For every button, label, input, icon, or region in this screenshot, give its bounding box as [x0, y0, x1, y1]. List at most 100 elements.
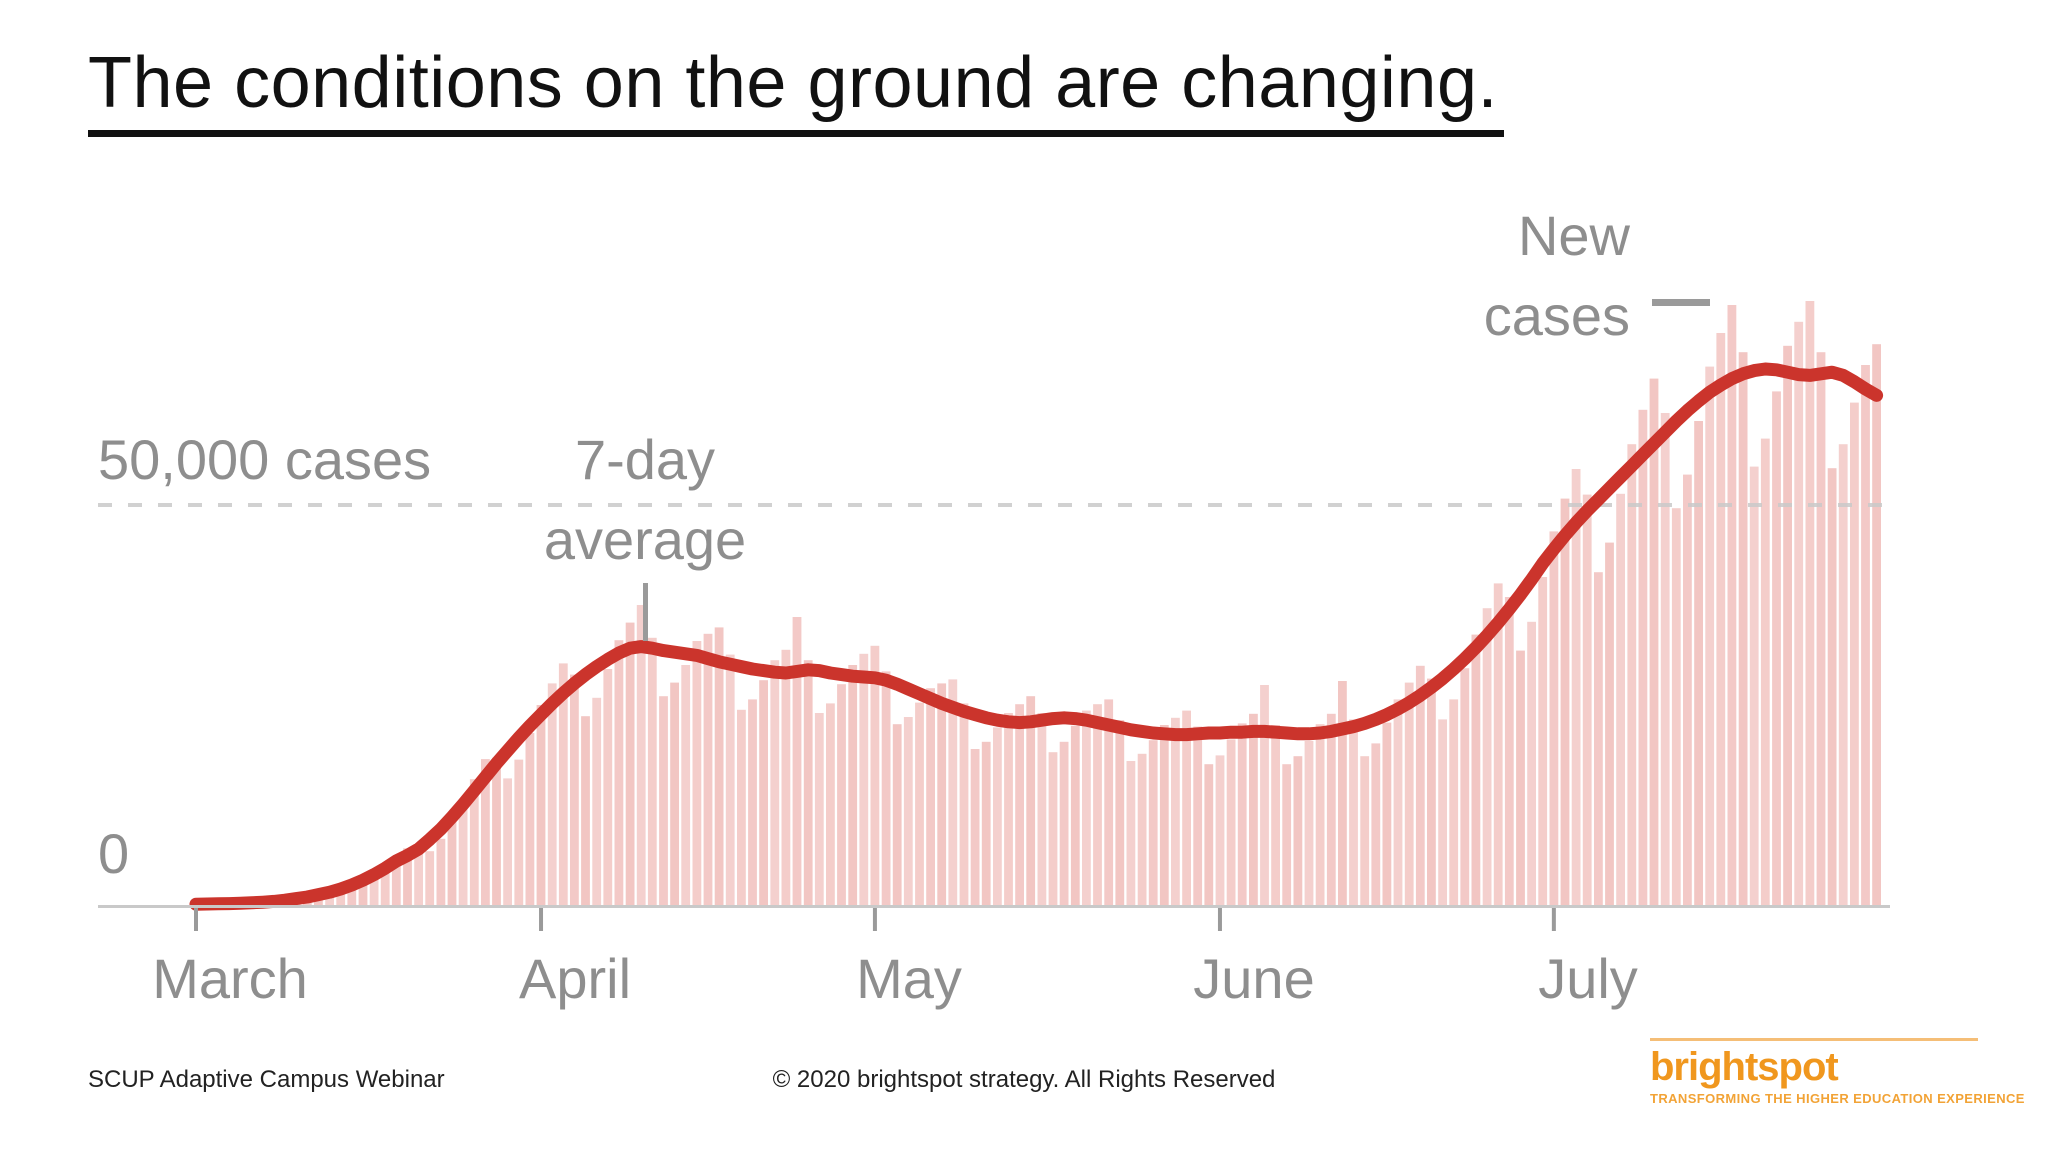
bar: [1048, 752, 1058, 905]
bar: [959, 703, 969, 905]
bar: [792, 617, 802, 905]
bar: [1627, 444, 1637, 905]
bar: [1816, 352, 1826, 905]
seven-day-average-label: 7-day average: [543, 428, 747, 571]
bar: [881, 671, 891, 905]
bar: [481, 759, 490, 905]
bar: [403, 848, 412, 905]
bar: [981, 741, 991, 905]
bar: [1215, 755, 1225, 905]
bar: [1872, 344, 1881, 905]
month-label: July: [1538, 947, 1638, 1010]
bar: [503, 778, 512, 905]
bar: [1438, 719, 1447, 905]
bar: [1805, 301, 1815, 905]
bar: [1104, 699, 1114, 905]
bar: [1415, 665, 1425, 905]
bar: [1393, 699, 1403, 905]
bar: [803, 660, 813, 905]
bar: [1026, 696, 1036, 905]
bar: [1749, 466, 1759, 905]
bar: [1616, 493, 1625, 905]
bar: [1760, 438, 1770, 905]
bar: [1093, 704, 1102, 905]
bar: [558, 663, 568, 905]
bar: [781, 649, 791, 905]
bar: [1738, 352, 1748, 905]
bar: [1527, 621, 1536, 905]
bar: [1861, 365, 1870, 905]
bar: [814, 713, 824, 905]
bar: [380, 866, 390, 905]
bar: [1783, 345, 1792, 905]
bar: [1838, 444, 1848, 905]
bar: [1226, 739, 1236, 905]
bar: [1338, 681, 1347, 905]
bar: [993, 727, 1002, 905]
bar: [436, 838, 446, 905]
bar: [547, 683, 557, 905]
bar: [581, 716, 590, 905]
bar: [469, 779, 479, 905]
bar: [1304, 741, 1314, 905]
bar: [1070, 725, 1080, 905]
month-label: March: [152, 947, 308, 1010]
bar: [737, 709, 746, 905]
bar: [447, 820, 457, 905]
bar: [1605, 542, 1614, 905]
bar: [1493, 583, 1503, 905]
bar: [391, 856, 401, 905]
bar: [1716, 333, 1726, 905]
bar: [492, 757, 501, 905]
bar: [1349, 719, 1358, 905]
bar: [748, 699, 757, 905]
logo-wordmark: brightspot: [1650, 1045, 1839, 1089]
bar: [347, 888, 357, 905]
new-cases-callout-line: [1652, 299, 1710, 306]
footer-copyright: © 2020 brightspot strategy. All Rights R…: [772, 1066, 1276, 1093]
bar: [1705, 366, 1715, 906]
new-cases-bars: [191, 301, 1881, 906]
bar: [514, 759, 524, 905]
bar: [1326, 713, 1336, 905]
bar: [848, 665, 858, 905]
new-cases-label: New cases: [1483, 204, 1630, 347]
bar: [1193, 726, 1203, 905]
bar: [1082, 710, 1091, 905]
bar: [1660, 413, 1670, 905]
bar: [1571, 469, 1581, 905]
bar: [458, 799, 468, 905]
bar: [1683, 474, 1692, 905]
bar: [1037, 713, 1047, 905]
bar: [770, 660, 780, 905]
bar: [714, 627, 724, 905]
bar: [536, 705, 546, 905]
logo-tagline: TRANSFORMING THE HIGHER EDUCATION EXPERI…: [1650, 1091, 2025, 1106]
page-title: The conditions on the ground are changin…: [88, 40, 1504, 138]
bar: [1560, 498, 1570, 905]
bar: [1371, 743, 1381, 905]
bar: [1159, 725, 1169, 905]
gridline-label: 50,000 cases: [98, 428, 432, 491]
bar: [1249, 713, 1258, 905]
bar: [759, 680, 768, 905]
bar: [647, 637, 657, 905]
bar: [414, 846, 423, 905]
bar: [859, 653, 869, 905]
bar: [358, 883, 368, 905]
month-label: June: [1193, 947, 1314, 1010]
bar: [1638, 409, 1648, 905]
bar: [1460, 668, 1470, 905]
bar: [1449, 699, 1459, 905]
bar: [1504, 597, 1514, 905]
bar: [636, 605, 646, 905]
bar: [1594, 572, 1603, 905]
bar: [1182, 710, 1191, 905]
bar: [1171, 717, 1180, 905]
bar: [1315, 724, 1325, 905]
bar: [970, 749, 980, 905]
bar: [826, 703, 835, 905]
bar: [1772, 391, 1781, 905]
